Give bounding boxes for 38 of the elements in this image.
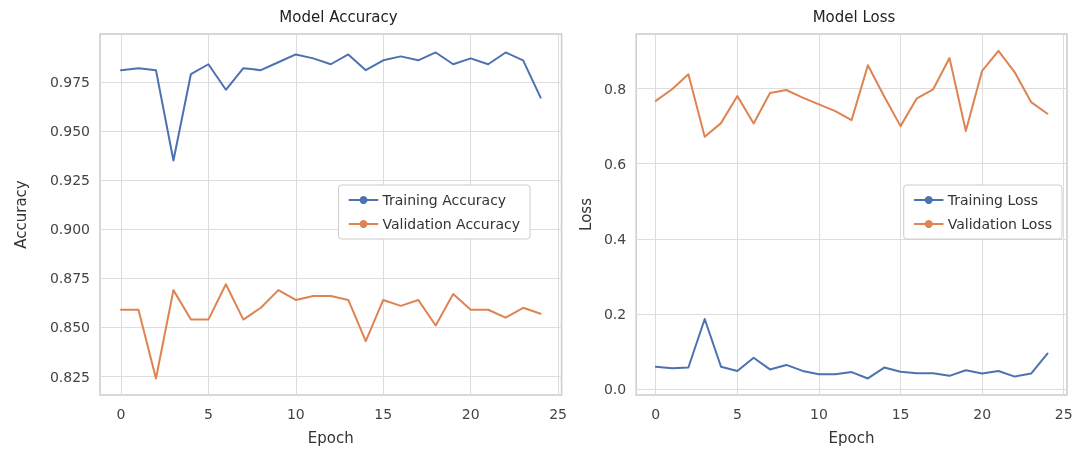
line-series: [654, 318, 1049, 380]
y-tick-label: 0.975: [49, 73, 90, 90]
line-series: [654, 49, 1049, 138]
legend-label: Training Loss: [946, 192, 1039, 208]
y-tick-label: 0.825: [49, 368, 90, 385]
y-axis-title: Loss: [576, 197, 595, 231]
x-tick-label: 25: [549, 406, 568, 422]
x-tick-label: 20: [461, 406, 480, 422]
y-tick-label: 0.4: [603, 230, 627, 247]
y-tick-label: 0.850: [49, 319, 90, 336]
y-tick-label: 0.925: [49, 172, 90, 189]
x-tick-label: 0: [116, 406, 126, 422]
legend-label: Validation Accuracy: [382, 216, 520, 232]
x-axis-title: Epoch: [307, 428, 354, 447]
x-tick-label: 25: [1054, 406, 1073, 422]
chart-title: Model Loss: [812, 7, 896, 26]
y-tick-label: 0.950: [49, 123, 90, 140]
line-series: [119, 283, 542, 380]
x-tick-label: 15: [374, 406, 393, 422]
y-tick-label: 0.8: [603, 80, 627, 97]
y-axis-title: Accuracy: [11, 180, 30, 249]
y-tick-label: 0.6: [603, 155, 627, 172]
legend-label: Validation Loss: [947, 216, 1053, 232]
legend-label: Training Accuracy: [381, 192, 507, 208]
y-tick-label: 0.0: [603, 381, 627, 398]
x-axis-title: Epoch: [828, 428, 875, 447]
x-tick-label: 10: [286, 406, 305, 422]
line-series: [119, 51, 542, 162]
x-tick-label: 0: [651, 406, 661, 422]
y-tick-label: 0.900: [49, 221, 90, 238]
x-tick-label: 20: [973, 406, 992, 422]
chart-title: Model Accuracy: [279, 7, 398, 26]
x-tick-label: 10: [810, 406, 828, 422]
x-tick-label: 5: [203, 406, 213, 422]
x-tick-label: 15: [891, 406, 910, 422]
y-tick-label: 0.875: [49, 270, 90, 287]
y-tick-label: 0.2: [603, 306, 627, 323]
x-tick-label: 5: [732, 406, 742, 422]
